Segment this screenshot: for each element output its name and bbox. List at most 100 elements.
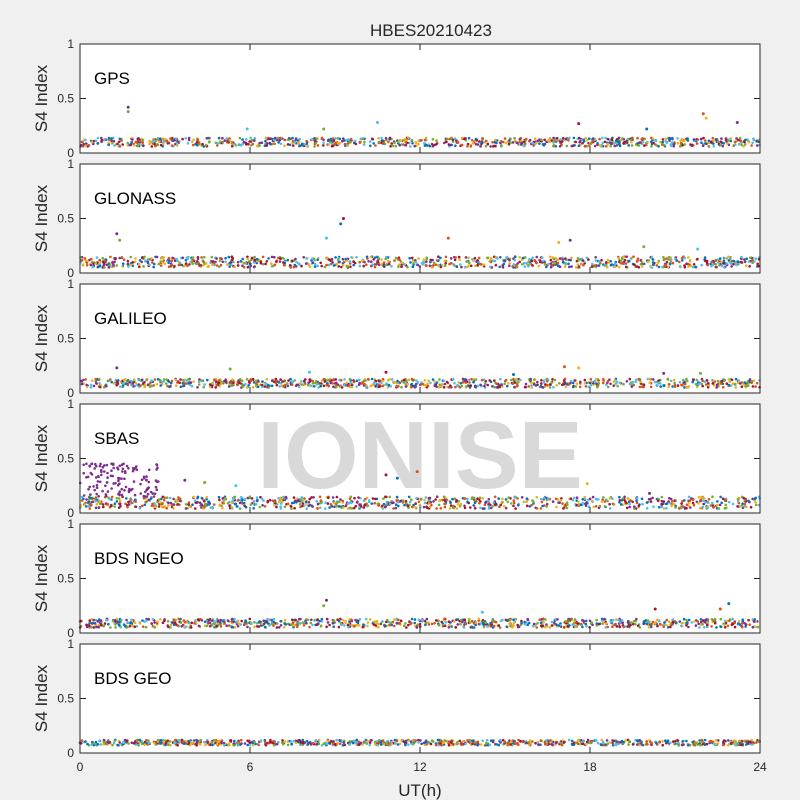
- data-point: [347, 265, 350, 268]
- data-point: [148, 263, 151, 267]
- data-point: [88, 485, 91, 489]
- data-point: [591, 139, 594, 143]
- data-point: [356, 500, 359, 504]
- data-point: [264, 139, 267, 143]
- data-point: [196, 386, 199, 389]
- data-point: [260, 383, 264, 387]
- data-point: [286, 743, 290, 747]
- data-point: [558, 501, 561, 505]
- data-point: [97, 475, 100, 479]
- data-point: [558, 257, 562, 260]
- data-point: [283, 144, 286, 147]
- data-point: [410, 621, 413, 625]
- data-point: [486, 256, 490, 260]
- data-point: [493, 379, 496, 382]
- data-point: [84, 138, 87, 142]
- data-point: [103, 266, 106, 269]
- data-point: [107, 622, 110, 626]
- data-point: [603, 505, 607, 508]
- data-point: [533, 259, 536, 262]
- data-point: [347, 383, 351, 387]
- constellation-label: SBAS: [94, 429, 139, 448]
- data-point: [165, 139, 168, 143]
- data-point: [582, 138, 586, 142]
- data-point: [590, 621, 594, 624]
- data-point: [540, 379, 543, 382]
- data-point: [389, 144, 392, 148]
- data-point: [727, 383, 731, 387]
- data-point: [124, 502, 127, 506]
- data-point: [329, 137, 333, 141]
- data-point: [451, 138, 455, 142]
- data-point: [242, 501, 246, 505]
- data-point: [197, 262, 201, 265]
- data-point: [712, 505, 715, 509]
- data-point: [489, 380, 493, 384]
- data-point: [434, 498, 437, 501]
- data-point: [145, 488, 148, 492]
- y-axis-label: S4 Index: [32, 184, 51, 252]
- data-point: [380, 381, 383, 385]
- data-point: [648, 377, 651, 381]
- data-point: [113, 505, 116, 508]
- data-point: [545, 502, 549, 506]
- data-point: [463, 504, 466, 508]
- data-point: [390, 265, 393, 268]
- data-point: [380, 258, 383, 261]
- data-point: [443, 617, 446, 621]
- data-point: [493, 259, 497, 263]
- data-point: [732, 262, 735, 266]
- data-point: [392, 507, 395, 510]
- data-point: [107, 141, 111, 144]
- data-point: [603, 617, 606, 621]
- data-point: [581, 498, 585, 501]
- data-point: [297, 385, 301, 389]
- data-point: [491, 505, 494, 508]
- data-point: [169, 137, 172, 140]
- data-point: [150, 145, 154, 148]
- data-point: [722, 385, 725, 389]
- spike-point: [557, 241, 561, 244]
- data-point: [352, 379, 355, 382]
- spike-point: [480, 610, 484, 614]
- data-point: [527, 264, 530, 268]
- data-point: [358, 503, 361, 506]
- data-point: [491, 141, 494, 144]
- spike-point: [118, 238, 122, 242]
- data-point: [326, 378, 330, 382]
- data-point: [522, 261, 526, 265]
- data-point: [733, 625, 737, 629]
- data-point: [423, 141, 426, 145]
- data-point: [361, 137, 365, 140]
- data-point: [697, 622, 700, 626]
- data-point: [377, 136, 380, 140]
- data-point: [306, 618, 310, 622]
- data-point: [492, 145, 495, 148]
- data-point: [97, 625, 100, 629]
- data-point: [196, 257, 200, 261]
- data-point: [691, 501, 695, 505]
- data-point: [253, 255, 256, 259]
- data-point: [236, 625, 240, 628]
- data-point: [345, 381, 348, 385]
- data-point: [398, 621, 401, 625]
- data-point: [563, 504, 567, 507]
- data-point: [398, 742, 402, 746]
- data-point: [281, 380, 284, 383]
- data-point: [288, 143, 292, 147]
- data-point: [715, 626, 718, 629]
- data-point: [448, 262, 451, 266]
- data-point: [476, 259, 479, 262]
- data-point: [184, 503, 188, 506]
- data-point: [709, 504, 713, 507]
- data-point: [531, 499, 534, 502]
- data-point: [543, 625, 547, 629]
- data-point: [365, 263, 368, 267]
- data-point: [748, 623, 751, 626]
- data-point: [225, 137, 229, 140]
- data-point: [722, 262, 726, 265]
- data-point: [410, 256, 414, 260]
- data-point: [589, 377, 593, 381]
- data-point: [681, 259, 684, 262]
- data-point: [620, 499, 624, 502]
